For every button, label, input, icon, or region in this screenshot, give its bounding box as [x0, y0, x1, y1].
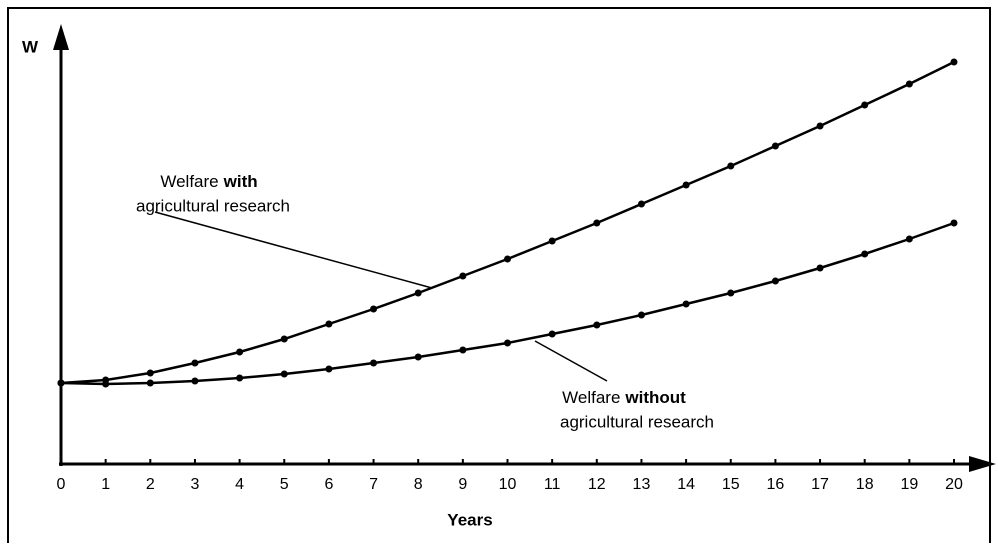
- series-label-line2: agricultural research: [136, 196, 290, 215]
- data-point: [102, 380, 110, 388]
- series-label-bold: with: [223, 172, 258, 191]
- data-point: [146, 369, 154, 377]
- data-point: [593, 321, 601, 329]
- data-point: [414, 353, 422, 361]
- series-label: Welfare with: [160, 172, 257, 191]
- series-label-text: Welfare: [160, 172, 218, 191]
- data-point: [682, 181, 690, 189]
- x-tick-label: 12: [588, 476, 606, 493]
- data-point: [459, 272, 467, 280]
- x-tick-label: 2: [146, 476, 155, 493]
- data-point: [593, 219, 601, 227]
- data-point: [459, 346, 467, 354]
- data-point: [905, 80, 913, 88]
- data-point: [191, 359, 199, 367]
- x-tick-label: 14: [677, 476, 695, 493]
- data-point: [637, 200, 645, 208]
- x-tick-label: 7: [369, 476, 378, 493]
- leader-line: [534, 340, 608, 382]
- data-point: [370, 305, 378, 313]
- x-tick-label: 8: [414, 476, 423, 493]
- series-label-bold: without: [624, 388, 686, 407]
- x-tick-label: 6: [324, 476, 333, 493]
- data-point: [548, 237, 556, 245]
- data-point: [325, 365, 333, 373]
- data-point: [727, 289, 735, 297]
- x-tick-label: 4: [235, 476, 244, 493]
- data-point: [771, 277, 779, 285]
- series-label: Welfare without: [562, 388, 686, 407]
- series-label-line2: agricultural research: [560, 412, 714, 431]
- x-tick-label: 20: [945, 476, 963, 493]
- data-point: [236, 348, 244, 356]
- series-label-text: Welfare: [562, 388, 620, 407]
- data-point: [236, 374, 244, 382]
- data-point: [861, 250, 869, 258]
- data-point: [370, 359, 378, 367]
- y-axis-arrow: [53, 24, 69, 50]
- x-tick-label: 3: [190, 476, 199, 493]
- data-point: [504, 255, 511, 263]
- x-axis-label: Years: [447, 510, 492, 529]
- leader-line: [154, 211, 433, 289]
- frame: [7, 7, 991, 543]
- x-tick-label: 5: [280, 476, 289, 493]
- x-tick-label: 11: [544, 476, 561, 493]
- x-tick-label: 0: [57, 476, 66, 493]
- data-point: [682, 300, 690, 308]
- data-point: [861, 101, 869, 109]
- data-point: [325, 320, 333, 328]
- data-point: [146, 379, 154, 387]
- x-tick-label: 1: [101, 476, 110, 493]
- data-point: [548, 330, 556, 338]
- x-tick-label: 15: [722, 476, 740, 493]
- data-point: [950, 219, 958, 227]
- data-point: [771, 142, 779, 150]
- data-point: [727, 162, 735, 170]
- x-tick-label: 9: [458, 476, 467, 493]
- data-point: [191, 377, 199, 385]
- data-point: [280, 370, 288, 378]
- x-tick-label: 13: [633, 476, 651, 493]
- data-point: [816, 122, 824, 130]
- data-point: [637, 311, 645, 319]
- data-point: [280, 335, 288, 343]
- x-axis-arrow: [969, 456, 996, 472]
- data-point: [816, 264, 824, 272]
- x-tick-label: 19: [900, 476, 918, 493]
- data-point: [950, 58, 958, 66]
- x-tick-label: 17: [811, 476, 829, 493]
- data-point: [57, 379, 65, 387]
- data-point: [414, 289, 422, 297]
- x-tick-label: 18: [856, 476, 874, 493]
- x-tick-label: 16: [767, 476, 785, 493]
- data-point: [504, 339, 511, 347]
- data-point: [905, 235, 913, 243]
- x-tick-label: 10: [499, 476, 517, 493]
- y-axis-label: W: [22, 37, 39, 56]
